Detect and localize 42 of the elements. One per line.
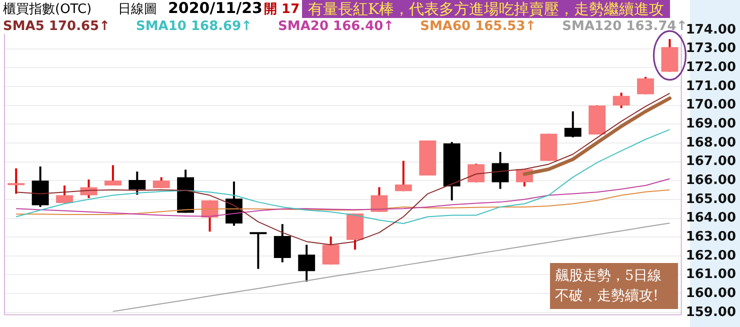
candlestick	[468, 162, 485, 184]
y-tick-label: 163.00	[686, 229, 736, 244]
candlestick	[8, 167, 25, 195]
y-tick-label: 171.00	[686, 78, 736, 94]
y-tick-label: 159.00	[686, 304, 736, 320]
y-tick-label: 169.00	[686, 116, 736, 132]
y-tick-label: 164.00	[686, 210, 736, 226]
candlestick	[250, 232, 267, 270]
candlestick	[104, 164, 122, 186]
candlestick	[322, 236, 340, 266]
y-tick-label: 160.00	[686, 286, 736, 301]
text: 有量長紅K棒，代表多方進場吃掉賣壓，走勢繼續進攻	[302, 0, 670, 18]
candlestick	[612, 92, 630, 110]
candlestick	[274, 223, 291, 264]
candlestick	[56, 184, 73, 204]
chart-title: 櫃買指數(OTC)	[3, 1, 92, 18]
text: SMA60 165.53↑	[420, 19, 536, 34]
text: SMA5 170.65↑	[3, 19, 110, 34]
y-tick-label: 167.00	[686, 154, 736, 170]
candlestick	[128, 170, 146, 196]
y-tick-label: 172.00	[686, 60, 736, 76]
y-tick-label: 168.00	[686, 135, 736, 150]
text: 開 17	[264, 1, 300, 18]
candlestick	[564, 110, 582, 138]
y-tick-label: 174.00	[686, 22, 736, 38]
y-tick-label: 173.00	[686, 41, 736, 56]
y-tick-label: 165.00	[686, 192, 736, 207]
y-tick-label: 166.00	[686, 172, 736, 188]
text: SMA20 166.40↑	[278, 19, 394, 34]
annotation: 飆股走勢，5日線不破，走勢續攻!	[550, 263, 678, 310]
candlestick	[80, 178, 98, 200]
y-tick-label: 161.00	[686, 267, 736, 282]
candlestick	[637, 76, 654, 96]
y-tick-label: 162.00	[686, 248, 736, 264]
candlestick	[492, 150, 509, 190]
candlestick	[394, 160, 412, 192]
y-tick-label: 170.00	[686, 98, 736, 113]
text: SMA10 168.69↑	[136, 19, 252, 34]
text: SMA120 163.74↑	[562, 19, 688, 34]
text: 2020/11/23	[168, 0, 262, 17]
candlestick	[298, 244, 316, 283]
text: 日線圖	[118, 1, 157, 18]
